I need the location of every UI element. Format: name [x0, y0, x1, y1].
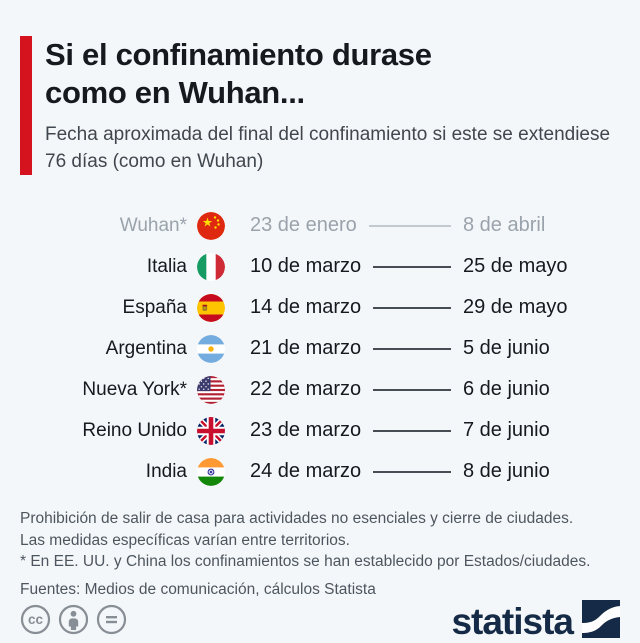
- start-date: 23 de marzo: [250, 419, 362, 441]
- table-row: Nueva York* 22 de marzo 6 de junio: [20, 369, 620, 410]
- red-accent-bar: [20, 36, 32, 175]
- end-date: 6 de junio: [463, 378, 550, 400]
- start-date: 24 de marzo: [250, 460, 362, 482]
- bottom-bar: cc statista: [20, 600, 620, 643]
- note-asterisk: * En EE. UU. y China los confinamientos …: [20, 553, 591, 570]
- cc-icon: cc: [20, 604, 51, 640]
- title-line-1: Si el confinamiento durase: [45, 37, 432, 72]
- heading-block: Si el confinamiento durase como en Wuhan.…: [45, 36, 620, 175]
- date-range: 23 de marzo: [250, 419, 463, 442]
- table-row: Reino Unido 23 de marzo 7 de junio: [20, 410, 620, 451]
- territory-label: India: [145, 460, 187, 482]
- spain-flag-icon: [197, 293, 225, 322]
- license-icons: cc: [20, 604, 127, 640]
- end-date: 8 de abril: [463, 214, 546, 236]
- start-date: 14 de marzo: [250, 296, 362, 318]
- title-line-2: como en Wuhan...: [45, 75, 305, 110]
- table-row: Italia 10 de marzo 25 de mayo: [20, 246, 620, 287]
- end-date: 8 de junio: [463, 460, 550, 482]
- table-row: Argentina 21 de marzo 5 de junio: [20, 328, 620, 369]
- date-range: 14 de marzo: [250, 296, 463, 319]
- header: Si el confinamiento durase como en Wuhan.…: [20, 36, 620, 175]
- connector-line: [373, 388, 451, 391]
- india-flag-icon: [197, 457, 225, 486]
- start-date: 10 de marzo: [250, 255, 362, 277]
- usa-flag-icon: [197, 375, 225, 404]
- territory-label: Reino Unido: [82, 419, 187, 441]
- end-date: 29 de mayo: [463, 296, 568, 318]
- connector-line: [373, 347, 451, 350]
- territory-label: España: [122, 296, 187, 318]
- no-derivatives-icon: [96, 604, 127, 640]
- date-range: 10 de marzo: [250, 255, 463, 278]
- argentina-flag-icon: [197, 334, 225, 363]
- footnotes: Prohibición de salir de casa para activi…: [20, 508, 620, 600]
- connector-line: [373, 470, 451, 473]
- date-range: 24 de marzo: [250, 460, 463, 483]
- note-measures: Las medidas específicas varían entre ter…: [20, 531, 350, 549]
- date-range: 23 de enero: [250, 214, 463, 237]
- lockdown-table: Wuhan* 23 de enero 8 de abril Italia 10 …: [20, 205, 620, 492]
- attribution-icon: [58, 604, 89, 640]
- start-date: 21 de marzo: [250, 337, 362, 359]
- page-title: Si el confinamiento durase como en Wuhan.…: [45, 36, 620, 112]
- statista-wordmark: statista: [451, 600, 574, 642]
- statista-logo: statista: [451, 600, 620, 643]
- territory-label: Wuhan*: [119, 214, 187, 236]
- italy-flag-icon: [197, 252, 225, 281]
- territory-label: Italia: [146, 255, 187, 277]
- statista-mark-icon: [582, 600, 620, 643]
- start-date: 22 de marzo: [250, 378, 362, 400]
- date-range: 21 de marzo: [250, 337, 463, 360]
- table-row: España 14 de marzo 29 de mayo: [20, 287, 620, 328]
- svg-text:cc: cc: [28, 612, 44, 627]
- uk-flag-icon: [197, 416, 225, 445]
- connector-line: [373, 265, 451, 268]
- table-row: Wuhan* 23 de enero 8 de abril: [20, 205, 620, 246]
- subtitle: Fecha aproximada del final del confinami…: [45, 124, 611, 172]
- territory-label: Argentina: [105, 337, 187, 359]
- table-row: India 24 de marzo 8 de junio: [20, 451, 620, 492]
- note-restrictions: Prohibición de salir de casa para activi…: [20, 510, 574, 527]
- end-date: 5 de junio: [463, 337, 550, 359]
- date-range: 22 de marzo: [250, 378, 463, 401]
- end-date: 7 de junio: [463, 419, 550, 441]
- territory-label: Nueva York*: [82, 378, 187, 400]
- connector-line: [373, 306, 451, 309]
- source-line: Fuentes: Medios de comunicación, cálculo…: [20, 580, 376, 598]
- end-date: 25 de mayo: [463, 255, 568, 277]
- start-date: 23 de enero: [250, 214, 357, 236]
- connector-line: [368, 224, 451, 227]
- china-flag-icon: [197, 211, 225, 240]
- connector-line: [373, 429, 451, 432]
